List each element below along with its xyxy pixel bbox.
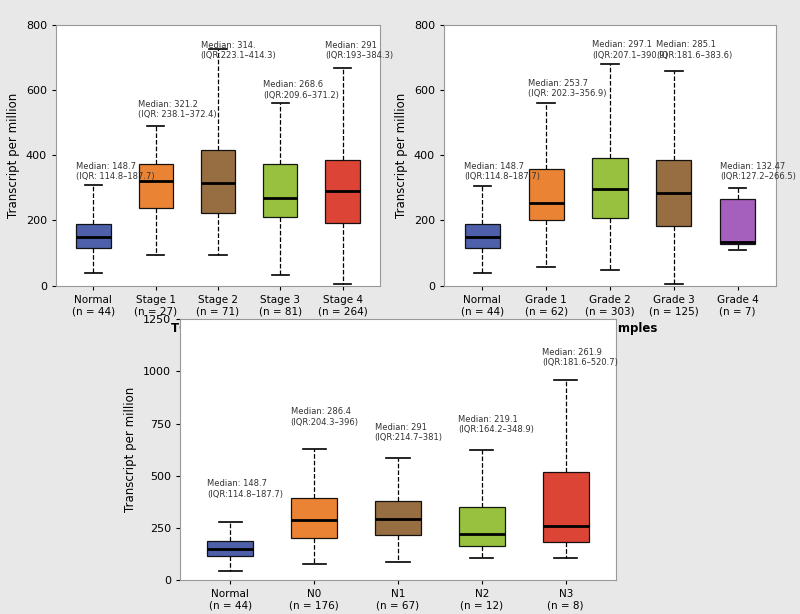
Text: Median: 253.7
(IQR: 202.3–356.9): Median: 253.7 (IQR: 202.3–356.9) bbox=[528, 79, 606, 98]
PathPatch shape bbox=[542, 472, 589, 542]
Y-axis label: Transcript per million: Transcript per million bbox=[395, 93, 408, 217]
Text: Median: 285.1
(IQR:181.6–383.6): Median: 285.1 (IQR:181.6–383.6) bbox=[656, 41, 732, 60]
PathPatch shape bbox=[263, 165, 298, 217]
PathPatch shape bbox=[656, 160, 691, 227]
Text: Median: 321.2
(IQR: 238.1–372.4): Median: 321.2 (IQR: 238.1–372.4) bbox=[138, 99, 217, 119]
PathPatch shape bbox=[593, 158, 627, 218]
Text: Median: 291
(IQR:193–384.3): Median: 291 (IQR:193–384.3) bbox=[325, 41, 394, 60]
PathPatch shape bbox=[465, 224, 500, 248]
X-axis label: TCGA samples: TCGA samples bbox=[563, 322, 657, 335]
PathPatch shape bbox=[207, 541, 254, 556]
Text: Median: 314.
(IQR:223.1–414.3): Median: 314. (IQR:223.1–414.3) bbox=[201, 41, 276, 60]
PathPatch shape bbox=[326, 160, 360, 222]
PathPatch shape bbox=[458, 507, 505, 546]
PathPatch shape bbox=[291, 497, 338, 538]
Text: Median: 297.1
(IQR:207.1–390.9): Median: 297.1 (IQR:207.1–390.9) bbox=[592, 41, 668, 60]
Text: Median: 268.6
(IQR:209.6–371.2): Median: 268.6 (IQR:209.6–371.2) bbox=[263, 80, 338, 99]
PathPatch shape bbox=[720, 198, 755, 244]
X-axis label: TCGA samples: TCGA samples bbox=[171, 322, 265, 335]
Text: Median: 148.7
(IQR:114.8–187.7): Median: 148.7 (IQR:114.8–187.7) bbox=[465, 161, 541, 181]
Text: Median: 286.4
(IQR:204.3–396): Median: 286.4 (IQR:204.3–396) bbox=[290, 408, 358, 427]
PathPatch shape bbox=[76, 224, 110, 248]
PathPatch shape bbox=[138, 164, 173, 208]
Y-axis label: Transcript per million: Transcript per million bbox=[7, 93, 20, 217]
PathPatch shape bbox=[375, 500, 421, 535]
Y-axis label: Transcript per million: Transcript per million bbox=[124, 387, 138, 512]
Text: Median: 148.7
(IQR:114.8–187.7): Median: 148.7 (IQR:114.8–187.7) bbox=[207, 480, 283, 499]
Text: Median: 148.7
(IQR: 114.8–187.7): Median: 148.7 (IQR: 114.8–187.7) bbox=[76, 161, 154, 181]
PathPatch shape bbox=[201, 150, 235, 212]
Text: Median: 291
(IQR:214.7–381): Median: 291 (IQR:214.7–381) bbox=[374, 423, 442, 443]
Text: Median: 132.47
(IQR:127.2–266.5): Median: 132.47 (IQR:127.2–266.5) bbox=[720, 161, 796, 181]
Text: Median: 219.1
(IQR:164.2–348.9): Median: 219.1 (IQR:164.2–348.9) bbox=[458, 414, 534, 434]
PathPatch shape bbox=[529, 169, 564, 220]
Text: Median: 261.9
(IQR:181.6–520.7): Median: 261.9 (IQR:181.6–520.7) bbox=[542, 348, 618, 367]
